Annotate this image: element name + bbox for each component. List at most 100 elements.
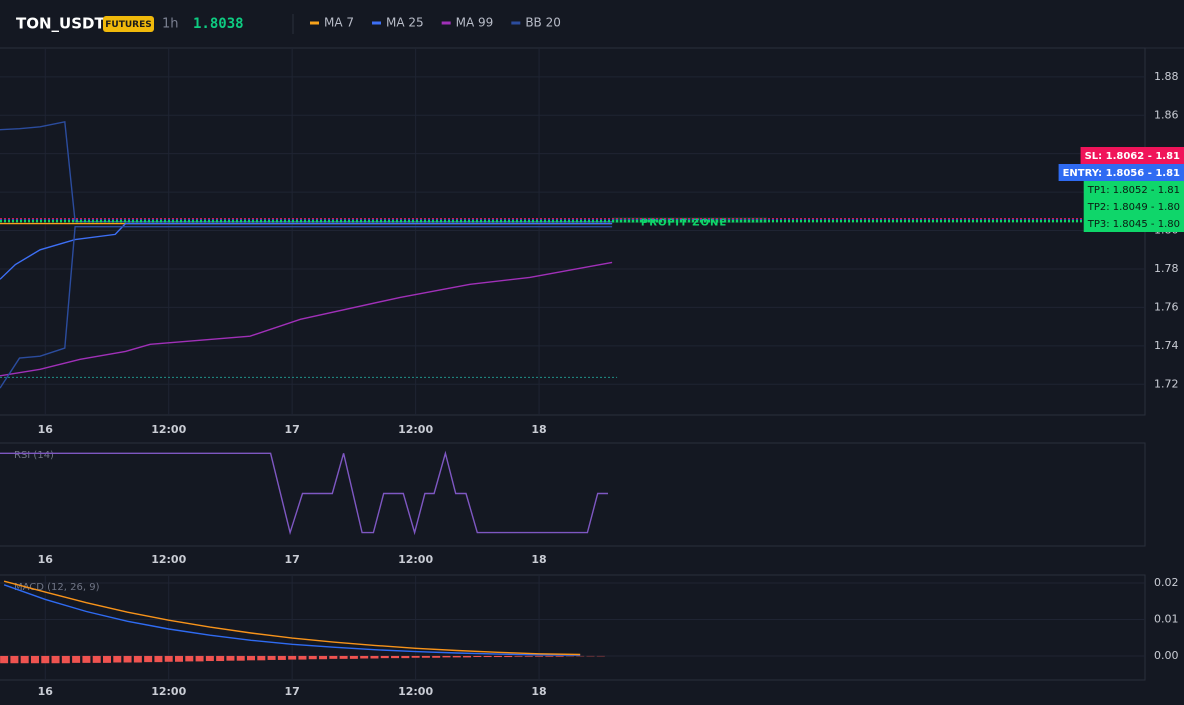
badge-bg [103, 16, 154, 32]
histogram-bar [370, 655, 379, 659]
interval: 1h [162, 17, 179, 32]
level-label-bg [1083, 215, 1184, 232]
x-tick-label: 12:00 [398, 685, 433, 698]
symbol: TON_USDT [16, 15, 105, 33]
x-tick-label: 18 [531, 685, 546, 698]
histogram-bar [164, 655, 173, 662]
level-label: ENTRY: 1.8056 - 1.81 [1063, 168, 1180, 179]
y-tick-label: 1.74 [1154, 339, 1179, 352]
histogram-bar [205, 655, 214, 662]
level-label-bg [1080, 147, 1184, 164]
histogram-bar [401, 655, 410, 659]
histogram-bar [257, 655, 266, 661]
histogram-bar [391, 655, 400, 659]
histogram-bar [545, 655, 554, 657]
series-line [0, 222, 613, 280]
series-line-lower [0, 226, 613, 389]
series-line [3, 580, 581, 656]
histogram-bar [421, 655, 430, 658]
histogram-bar [123, 655, 132, 663]
histogram-bar [463, 655, 472, 658]
level-label: TP2: 1.8049 - 1.80 [1087, 202, 1180, 213]
legend-label: MA 25 [386, 16, 424, 30]
price: 1.8038 [193, 16, 244, 32]
histogram-bar [195, 655, 204, 662]
level-label: TP3: 1.8045 - 1.80 [1087, 219, 1180, 230]
histogram-bar [483, 655, 492, 658]
histogram-bar [524, 655, 533, 657]
histogram-bar [216, 655, 225, 662]
legend-label: MA 99 [456, 16, 494, 30]
series-line [0, 261, 613, 377]
histogram-bar [154, 655, 163, 663]
level-label: TP1: 1.8052 - 1.81 [1087, 185, 1180, 196]
x-tick-label: 12:00 [398, 553, 433, 566]
histogram-bar [144, 655, 153, 663]
histogram-bar [0, 655, 9, 664]
histogram-bar [20, 655, 29, 664]
y-tick-label: 0.01 [1154, 612, 1179, 625]
x-tick-label: 12:00 [398, 423, 433, 436]
y-tick-label: 1.72 [1154, 377, 1179, 390]
series-line [0, 450, 608, 536]
y-tick-label: 0.02 [1154, 576, 1179, 589]
level-label-bg [1083, 198, 1184, 215]
histogram-bar [113, 655, 122, 663]
x-tick-label: 18 [531, 553, 546, 566]
histogram-bar [102, 655, 111, 663]
histogram-bar [339, 655, 348, 659]
histogram-bar [442, 655, 451, 658]
histogram-bar [236, 655, 245, 661]
y-tick-label: 0.00 [1154, 649, 1179, 662]
histogram-bar [329, 655, 338, 659]
series-line [3, 584, 581, 656]
histogram-bar [51, 655, 60, 664]
level-label-bg [1083, 181, 1184, 198]
legend-label: BB 20 [525, 16, 561, 30]
panel-title: MACD (12, 26, 9) [14, 582, 100, 593]
histogram-bar [514, 655, 523, 657]
x-tick-label: 18 [531, 423, 546, 436]
histogram-bar [92, 655, 101, 663]
level-label-bg [1058, 164, 1184, 181]
histogram-bar [360, 655, 369, 659]
legend-label: MA 7 [324, 16, 354, 30]
histogram-bar [267, 655, 276, 660]
histogram-bar [493, 655, 502, 658]
y-tick-label: 1.86 [1154, 108, 1179, 121]
histogram-bar [288, 655, 297, 660]
histogram-bar [319, 655, 328, 660]
x-tick-label: 17 [285, 685, 300, 698]
histogram-bar [247, 655, 256, 661]
histogram-bar [411, 655, 420, 658]
histogram-bar [308, 655, 317, 660]
histogram-bar [30, 655, 39, 664]
x-tick-label: 12:00 [151, 423, 186, 436]
histogram-bar [277, 655, 286, 660]
x-tick-label: 12:00 [151, 553, 186, 566]
panel-title: RSI (14) [14, 450, 54, 461]
histogram-bar [432, 655, 441, 658]
y-tick-label: 1.88 [1154, 70, 1179, 83]
histogram-bar [133, 655, 142, 663]
histogram-bar [175, 655, 184, 662]
histogram-bar [504, 655, 513, 658]
x-tick-label: 16 [38, 423, 54, 436]
histogram-bar [226, 655, 235, 661]
histogram-bar [10, 655, 19, 664]
histogram-bar [298, 655, 307, 660]
histogram-bar [349, 655, 358, 659]
y-tick-label: 1.78 [1154, 262, 1179, 275]
histogram-bar [473, 655, 482, 658]
level-label: SL: 1.8062 - 1.81 [1085, 151, 1180, 162]
histogram-bar [380, 655, 389, 659]
histogram-bar [41, 655, 50, 664]
panel-frame [0, 442, 1146, 547]
histogram-bar [452, 655, 461, 658]
x-tick-label: 17 [285, 553, 300, 566]
x-tick-label: 17 [285, 423, 300, 436]
histogram-bar [72, 655, 81, 663]
